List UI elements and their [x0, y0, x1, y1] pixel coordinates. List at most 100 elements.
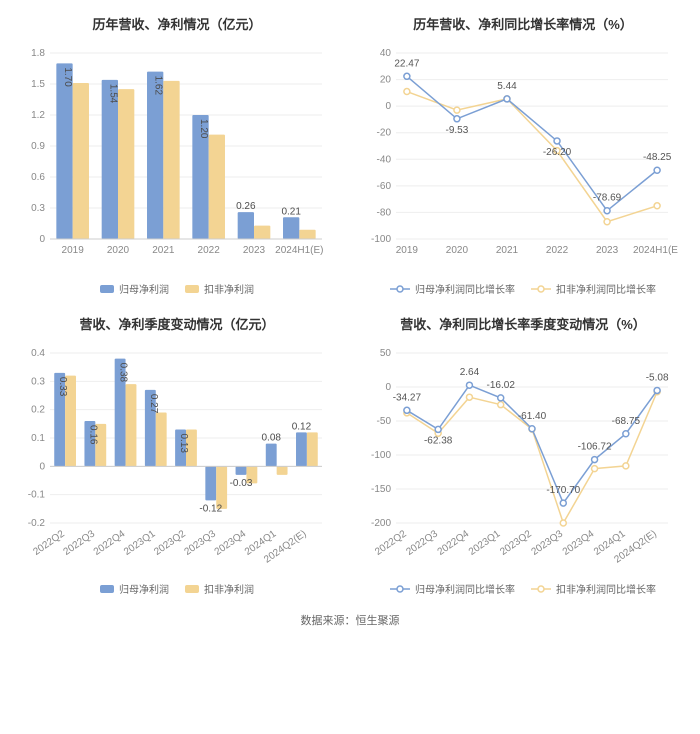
- svg-text:-80: -80: [377, 207, 392, 218]
- legend-item-s2: 扣非净利润: [185, 281, 254, 296]
- svg-text:-200: -200: [371, 518, 391, 529]
- svg-text:2023: 2023: [596, 245, 619, 256]
- svg-text:0.2: 0.2: [31, 405, 45, 416]
- svg-text:5.44: 5.44: [497, 81, 517, 92]
- panel-quarterly-values: 营收、净利季度变动情况（亿元） -0.2-0.100.10.20.30.40.3…: [12, 308, 342, 600]
- legend-label: 归母净利润同比增长率: [415, 581, 515, 596]
- svg-text:1.8: 1.8: [31, 48, 45, 59]
- svg-text:50: 50: [380, 348, 392, 359]
- legend-item-s1: 归母净利润: [100, 581, 169, 596]
- svg-text:-106.72: -106.72: [578, 442, 612, 453]
- svg-text:1.70: 1.70: [62, 67, 73, 87]
- svg-text:2023Q1: 2023Q1: [122, 528, 158, 558]
- svg-text:-100: -100: [371, 234, 391, 245]
- svg-text:-50: -50: [377, 416, 392, 427]
- svg-text:2024H1(E): 2024H1(E): [633, 245, 678, 256]
- svg-text:2023Q2: 2023Q2: [498, 528, 534, 558]
- svg-text:2024H1(E): 2024H1(E): [275, 245, 323, 256]
- legend-label: 扣非净利润: [204, 581, 254, 596]
- chart-title: 历年营收、净利同比增长率情况（%）: [358, 14, 688, 33]
- legend-bar: 归母净利润 扣非净利润: [12, 581, 342, 596]
- panel-annual-values: 历年营收、净利情况（亿元） 0 0.3 0.6 0.9 1.2 1.5 1.8 1.70 201…: [12, 8, 342, 300]
- svg-text:2022Q4: 2022Q4: [92, 528, 128, 558]
- svg-text:-150: -150: [371, 484, 391, 495]
- svg-text:-78.69: -78.69: [593, 193, 622, 204]
- svg-text:2022: 2022: [198, 245, 221, 256]
- svg-text:1.5: 1.5: [31, 79, 45, 90]
- svg-text:0.12: 0.12: [292, 421, 312, 432]
- svg-text:-170.70: -170.70: [546, 485, 580, 496]
- legend-line: 归母净利润同比增长率 扣非净利润同比增长率: [358, 281, 688, 296]
- legend-item-s2: 扣非净利润同比增长率: [531, 581, 656, 596]
- chart-title: 营收、净利同比增长率季度变动情况（%）: [358, 314, 688, 333]
- svg-text:0.16: 0.16: [87, 425, 98, 445]
- svg-text:2021: 2021: [152, 245, 175, 256]
- svg-text:-48.25: -48.25: [643, 152, 672, 163]
- line-chart-quarterly: -200-150-100-50050-34.27-62.382.64-16.02…: [358, 343, 688, 573]
- svg-text:-0.2: -0.2: [28, 518, 46, 529]
- svg-text:2023: 2023: [243, 245, 266, 256]
- svg-text:-0.03: -0.03: [230, 478, 253, 489]
- line-chart-annual: -100-80-60-40-200204022.47-9.535.44-26.2…: [358, 43, 688, 273]
- svg-text:0: 0: [39, 461, 45, 472]
- svg-text:2023Q2: 2023Q2: [152, 528, 188, 558]
- svg-text:2019: 2019: [396, 245, 419, 256]
- svg-text:-16.02: -16.02: [487, 380, 516, 391]
- chart-title: 营收、净利季度变动情况（亿元）: [12, 314, 342, 333]
- svg-text:0.38: 0.38: [118, 363, 129, 383]
- svg-text:0.21: 0.21: [281, 206, 301, 217]
- svg-text:2023Q3: 2023Q3: [530, 528, 566, 558]
- svg-text:-0.1: -0.1: [28, 490, 46, 501]
- bar-chart-quarterly: -0.2-0.100.10.20.30.40.332022Q20.162022Q…: [12, 343, 342, 573]
- dashboard-grid: 历年营收、净利情况（亿元） 00.30.60.91.21.51.81.70201…: [0, 0, 700, 604]
- svg-text:-0.12: -0.12: [199, 503, 222, 514]
- svg-text:2021: 2021: [496, 245, 519, 256]
- chart-title: 历年营收、净利情况（亿元）: [12, 14, 342, 33]
- svg-text:0.27: 0.27: [148, 394, 159, 414]
- svg-text:2019: 2019: [62, 245, 85, 256]
- svg-text:2022Q4: 2022Q4: [436, 528, 472, 558]
- svg-text:0: 0: [385, 382, 391, 393]
- panel-annual-growth: 历年营收、净利同比增长率情况（%） -100-80-60-40-20020402…: [358, 8, 688, 300]
- svg-text:1.54: 1.54: [107, 84, 118, 104]
- svg-text:0.6: 0.6: [31, 172, 45, 183]
- svg-text:-26.20: -26.20: [543, 147, 572, 158]
- svg-text:-5.08: -5.08: [646, 372, 669, 383]
- svg-text:2022Q2: 2022Q2: [31, 528, 67, 558]
- svg-text:0.3: 0.3: [31, 203, 45, 214]
- svg-text:2022Q3: 2022Q3: [62, 528, 98, 558]
- svg-text:2023Q3: 2023Q3: [182, 528, 218, 558]
- svg-text:-20: -20: [377, 128, 392, 139]
- svg-text:1.2: 1.2: [31, 110, 45, 121]
- svg-text:1.62: 1.62: [153, 76, 164, 96]
- svg-text:0.26: 0.26: [236, 201, 256, 212]
- svg-text:0: 0: [39, 234, 45, 245]
- svg-text:1.20: 1.20: [198, 119, 209, 139]
- svg-text:-62.38: -62.38: [424, 435, 453, 446]
- svg-text:2023Q4: 2023Q4: [213, 528, 249, 558]
- svg-text:0.4: 0.4: [31, 348, 45, 359]
- legend-item-s1: 归母净利润同比增长率: [390, 581, 515, 596]
- legend-line: 归母净利润同比增长率 扣非净利润同比增长率: [358, 581, 688, 596]
- legend-label: 归母净利润: [119, 581, 169, 596]
- legend-label: 扣非净利润同比增长率: [556, 281, 656, 296]
- legend-item-s1: 归母净利润同比增长率: [390, 281, 515, 296]
- legend-label: 归母净利润同比增长率: [415, 281, 515, 296]
- svg-text:0: 0: [385, 101, 391, 112]
- legend-item-s1: 归母净利润: [100, 281, 169, 296]
- svg-text:20: 20: [380, 75, 392, 86]
- legend-bar: 归母净利润 扣非净利润: [12, 281, 342, 296]
- svg-text:0.9: 0.9: [31, 141, 45, 152]
- svg-text:0.3: 0.3: [31, 376, 45, 387]
- svg-text:2022Q2: 2022Q2: [373, 528, 409, 558]
- svg-text:2022Q3: 2022Q3: [404, 528, 440, 558]
- svg-text:40: 40: [380, 48, 392, 59]
- svg-text:-61.40: -61.40: [518, 411, 547, 422]
- legend-item-s2: 扣非净利润: [185, 581, 254, 596]
- svg-text:2020: 2020: [446, 245, 469, 256]
- svg-text:2.64: 2.64: [460, 367, 480, 378]
- legend-label: 扣非净利润同比增长率: [556, 581, 656, 596]
- legend-label: 归母净利润: [119, 281, 169, 296]
- svg-text:2022: 2022: [546, 245, 569, 256]
- svg-text:-60: -60: [377, 181, 392, 192]
